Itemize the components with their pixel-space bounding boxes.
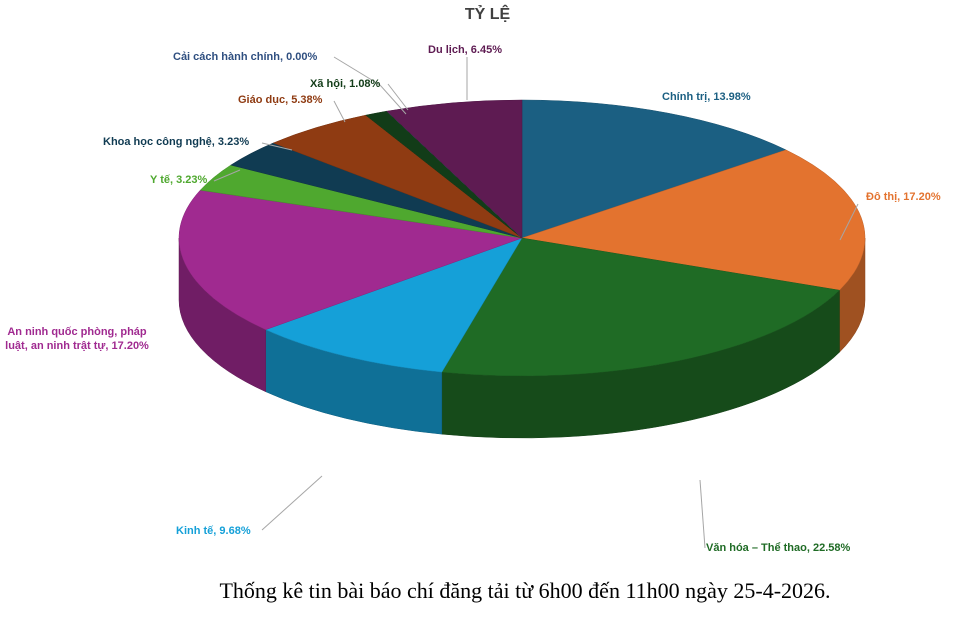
data-label: Chính trị 13.98% (662, 90, 751, 104)
leader-line (387, 83, 409, 111)
data-label: Đô thị 17.20% (866, 190, 941, 204)
value-label: 6.45% (470, 44, 502, 56)
leader-line (333, 56, 407, 115)
leader-line (261, 142, 293, 151)
value-label: 0.00% (286, 51, 318, 63)
value-label: 9.68% (219, 525, 251, 537)
data-label: Giáo dục 5.38% (238, 93, 322, 107)
leader-line (213, 169, 241, 182)
slice (264, 237, 523, 373)
slice (441, 237, 841, 377)
chart-title: TỶ LỆ (464, 6, 511, 23)
value-label: 17.20% (111, 340, 149, 352)
value-label: 5.38% (291, 94, 323, 106)
slice (521, 149, 866, 291)
category-label: Khoa học công nghệ (103, 136, 215, 148)
category-label: Cải cách hành chính (173, 51, 283, 63)
data-label: Kinh tế 9.68% (176, 524, 251, 538)
leader-line (699, 479, 706, 549)
data-label: An ninh quốc phòng, pháp luật, an ninh t… (0, 325, 157, 353)
value-label: 22.58% (812, 542, 851, 554)
category-label: Văn hóa – Thể thao (706, 542, 810, 554)
value-label: 13.98% (713, 91, 751, 103)
value-label: 3.23% (176, 174, 208, 186)
data-label: Văn hóa – Thể thao 22.58% (706, 541, 850, 555)
value-label: 3.23% (217, 136, 250, 148)
data-label: Du lịch 6.45% (428, 43, 502, 57)
category-label: Đô thị (866, 191, 900, 203)
slice (178, 189, 523, 330)
category-label: Y tế (150, 174, 173, 186)
slice (386, 99, 523, 239)
category-label: Chính trị (662, 91, 710, 103)
value-label: 1.08% (349, 78, 381, 90)
leader-line (839, 203, 859, 241)
category-label: Giáo dục (238, 94, 288, 106)
category-label: Xã hội (310, 78, 346, 90)
data-label: Y tế 3.23% (150, 173, 207, 187)
category-label: Kinh tế (176, 525, 216, 537)
value-label: 17.20% (903, 191, 941, 203)
data-label: Khoa học công nghệ 3.23% (103, 135, 249, 149)
caption: Thống kê tin bài báo chí đăng tải từ 6h0… (219, 578, 831, 603)
slice (521, 99, 787, 239)
category-label: Du lịch (428, 44, 468, 56)
leader-line (333, 100, 346, 123)
data-label: Xã hội 1.08% (310, 77, 380, 91)
data-label: Cải cách hành chính 0.00% (173, 50, 317, 64)
leader-line (261, 475, 323, 531)
